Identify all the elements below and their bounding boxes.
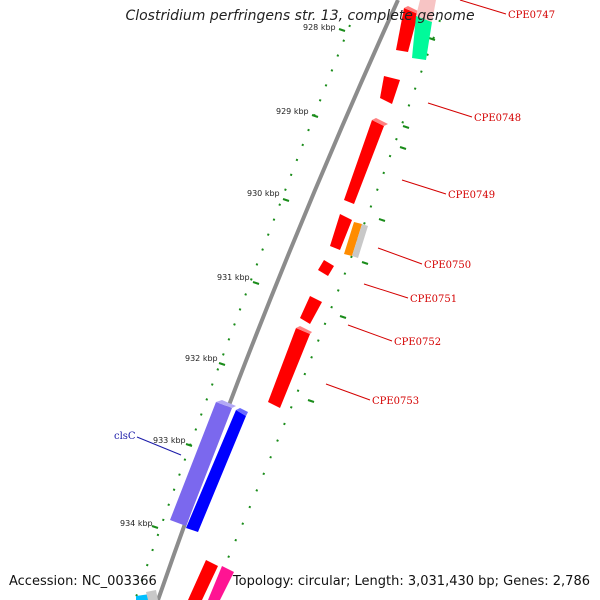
kbp-label-929: 929 kbp xyxy=(276,107,309,116)
kbp-label-931: 931 kbp xyxy=(217,273,250,282)
major-ticks xyxy=(151,28,436,529)
gene-bottom-pair[interactable] xyxy=(188,560,234,600)
gene-CPE0748[interactable] xyxy=(380,76,400,104)
kbp-label-930: 930 kbp xyxy=(247,189,280,198)
gene-bottom-left[interactable] xyxy=(136,590,158,600)
gene-label-CPE0752[interactable]: CPE0752 xyxy=(394,337,441,348)
gene-label-CPE0750[interactable]: CPE0750 xyxy=(424,260,471,271)
outer-tick-track xyxy=(134,24,351,600)
gene-clsC[interactable] xyxy=(170,400,248,532)
gene-CPE0750[interactable] xyxy=(330,214,368,258)
gene-label-CPE0748[interactable]: CPE0748 xyxy=(474,113,521,124)
gene-CPE0749[interactable] xyxy=(344,118,388,204)
gene-label-CPE0751[interactable]: CPE0751 xyxy=(410,294,457,305)
gene-label-clsC[interactable]: clsC xyxy=(114,431,136,442)
accession-label: Accession: NC_003366 xyxy=(9,574,157,589)
leader-line-clsC xyxy=(136,436,182,456)
gene-label-CPE0753[interactable]: CPE0753 xyxy=(372,396,419,407)
genome-summary: Topology: circular; Length: 3,031,430 bp… xyxy=(232,574,590,589)
gene-label-CPE0749[interactable]: CPE0749 xyxy=(448,190,495,201)
kbp-label-933: 933 kbp xyxy=(153,436,186,445)
gene-CPE0753[interactable] xyxy=(268,326,312,408)
gene-label-CPE0747[interactable]: CPE0747 xyxy=(508,10,555,21)
kbp-label-932: 932 kbp xyxy=(185,354,218,363)
leader-lines xyxy=(325,0,507,401)
gene-CPE0751[interactable] xyxy=(318,260,334,276)
kbp-label-928: 928 kbp xyxy=(303,23,336,32)
kbp-label-934: 934 kbp xyxy=(120,519,153,528)
map-title: Clostridium perfringens str. 13, complet… xyxy=(125,8,475,24)
gene-CPE0747[interactable] xyxy=(396,0,436,60)
gene-CPE0752[interactable] xyxy=(300,296,322,324)
inner-tick-track xyxy=(209,19,441,600)
